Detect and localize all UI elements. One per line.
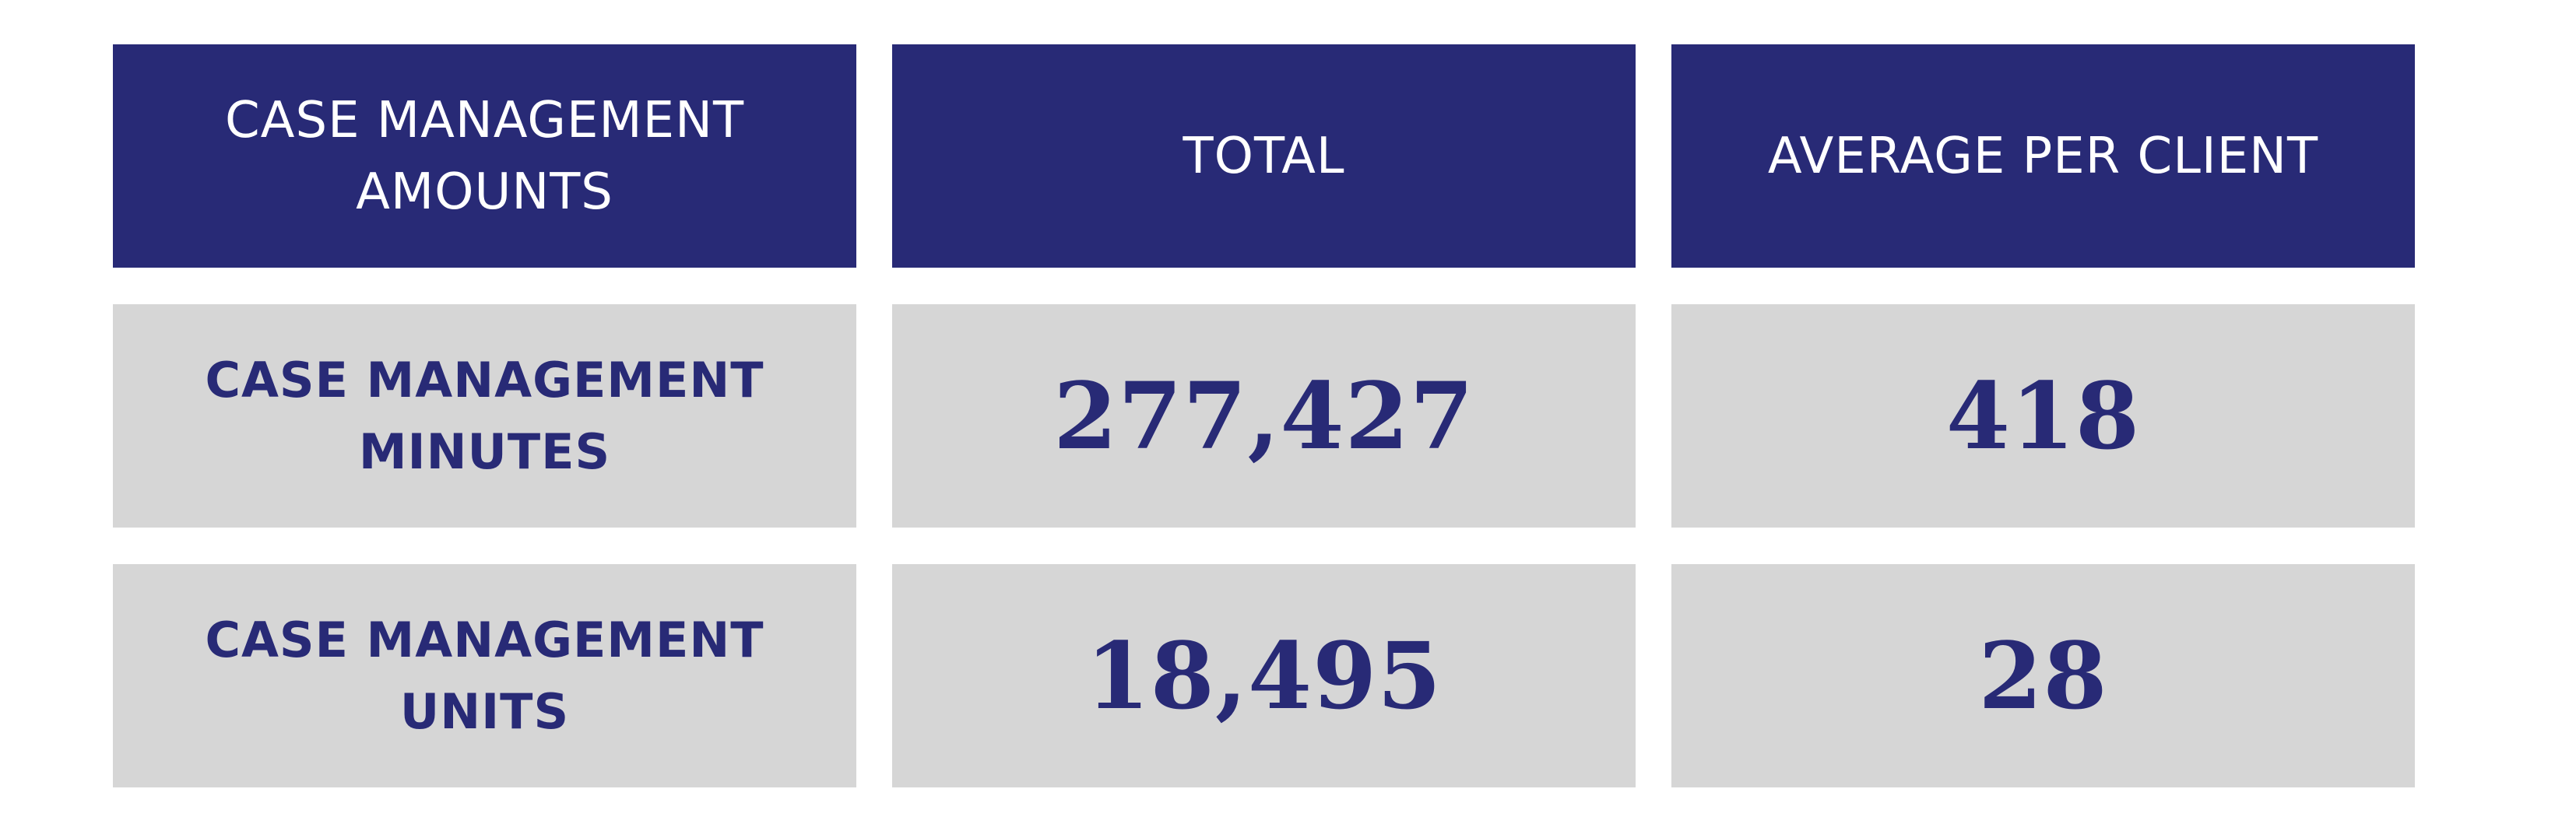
row-label-line-1: CASE MANAGEMENT — [205, 351, 764, 408]
header-label: CASE MANAGEMENT AMOUNTS — [225, 85, 744, 228]
minutes-total-value: 277,427 — [892, 304, 1636, 528]
row-label-minutes: CASE MANAGEMENT MINUTES — [113, 304, 856, 528]
row-label: CASE MANAGEMENT UNITS — [205, 605, 764, 748]
header-average-label: AVERAGE PER CLIENT — [1767, 127, 2319, 185]
case-management-table: CASE MANAGEMENT AMOUNTS TOTAL AVERAGE PE… — [113, 44, 2489, 787]
header-average-per-client: AVERAGE PER CLIENT — [1671, 44, 2415, 268]
header-total: TOTAL — [892, 44, 1636, 268]
units-average-value: 28 — [1671, 564, 2415, 787]
row-label-line-1: CASE MANAGEMENT — [205, 611, 764, 668]
row-label-line-2: MINUTES — [358, 423, 611, 480]
header-total-label: TOTAL — [1183, 127, 1345, 185]
header-case-management-amounts: CASE MANAGEMENT AMOUNTS — [113, 44, 856, 268]
units-total-value: 18,495 — [892, 564, 1636, 787]
row-label-units: CASE MANAGEMENT UNITS — [113, 564, 856, 787]
header-line-1: CASE MANAGEMENT — [224, 91, 745, 149]
header-line-2: AMOUNTS — [356, 163, 613, 221]
minutes-average-text: 418 — [1945, 361, 2141, 470]
units-average-text: 28 — [1978, 621, 2108, 730]
minutes-average-value: 418 — [1671, 304, 2415, 528]
minutes-total-text: 277,427 — [1053, 361, 1474, 470]
units-total-text: 18,495 — [1085, 621, 1443, 730]
row-label: CASE MANAGEMENT MINUTES — [205, 345, 764, 488]
row-label-line-2: UNITS — [399, 682, 570, 740]
